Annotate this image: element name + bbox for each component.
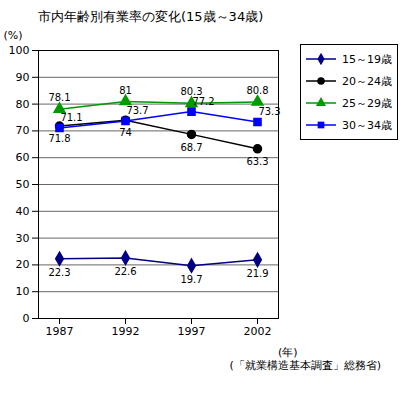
svg-text:1997: 1997 — [178, 325, 206, 338]
html-text:(「就業構造基本調査」総務省): (「就業構造基本調査」総務省) — [229, 359, 381, 372]
svg-text:71.1: 71.1 — [60, 112, 82, 123]
svg-text:80.8: 80.8 — [246, 85, 268, 96]
svg-text:63.3: 63.3 — [246, 156, 268, 167]
svg-text:73.7: 73.7 — [126, 105, 148, 116]
svg-text:(%): (%) — [4, 29, 23, 42]
svg-text:78.1: 78.1 — [48, 92, 70, 103]
svg-text:90: 90 — [16, 71, 30, 84]
html-text:15～19歳: 15～19歳 — [342, 52, 392, 66]
html-text:市内年齢別有業率の変化(15歳～34歳): 市内年齢別有業率の変化(15歳～34歳) — [38, 9, 264, 24]
svg-text:68.7: 68.7 — [180, 142, 202, 153]
svg-text:80.3: 80.3 — [180, 86, 203, 98]
svg-text:2002: 2002 — [244, 325, 272, 338]
svg-text:1987: 1987 — [46, 325, 74, 338]
svg-text:21.9: 21.9 — [246, 268, 268, 279]
svg-text:70: 70 — [16, 124, 30, 137]
svg-text:77.2: 77.2 — [192, 96, 214, 107]
svg-text:20: 20 — [16, 258, 30, 271]
svg-text:73.3: 73.3 — [258, 106, 280, 117]
html-text:25～29歳: 25～29歳 — [342, 96, 392, 110]
svg-text:81: 81 — [119, 85, 132, 96]
svg-text:74: 74 — [119, 127, 132, 138]
svg-text:60: 60 — [16, 151, 30, 164]
svg-text:10: 10 — [16, 285, 30, 298]
svg-text:30: 30 — [16, 232, 30, 245]
svg-text:(年): (年) — [278, 346, 298, 359]
svg-text:50: 50 — [16, 178, 30, 191]
html-text:30～34歳: 30～34歳 — [342, 118, 392, 132]
svg-text:80: 80 — [16, 98, 30, 111]
svg-text:1992: 1992 — [112, 325, 140, 338]
svg-text:22.3: 22.3 — [48, 267, 70, 278]
svg-text:22.6: 22.6 — [114, 266, 136, 277]
svg-text:40: 40 — [16, 205, 30, 218]
html-text:20～24歳: 20～24歳 — [342, 74, 392, 88]
svg-text:19.7: 19.7 — [180, 274, 202, 285]
svg-text:71.8: 71.8 — [48, 133, 70, 144]
svg-text:0: 0 — [23, 312, 30, 325]
svg-text:100: 100 — [9, 44, 30, 57]
